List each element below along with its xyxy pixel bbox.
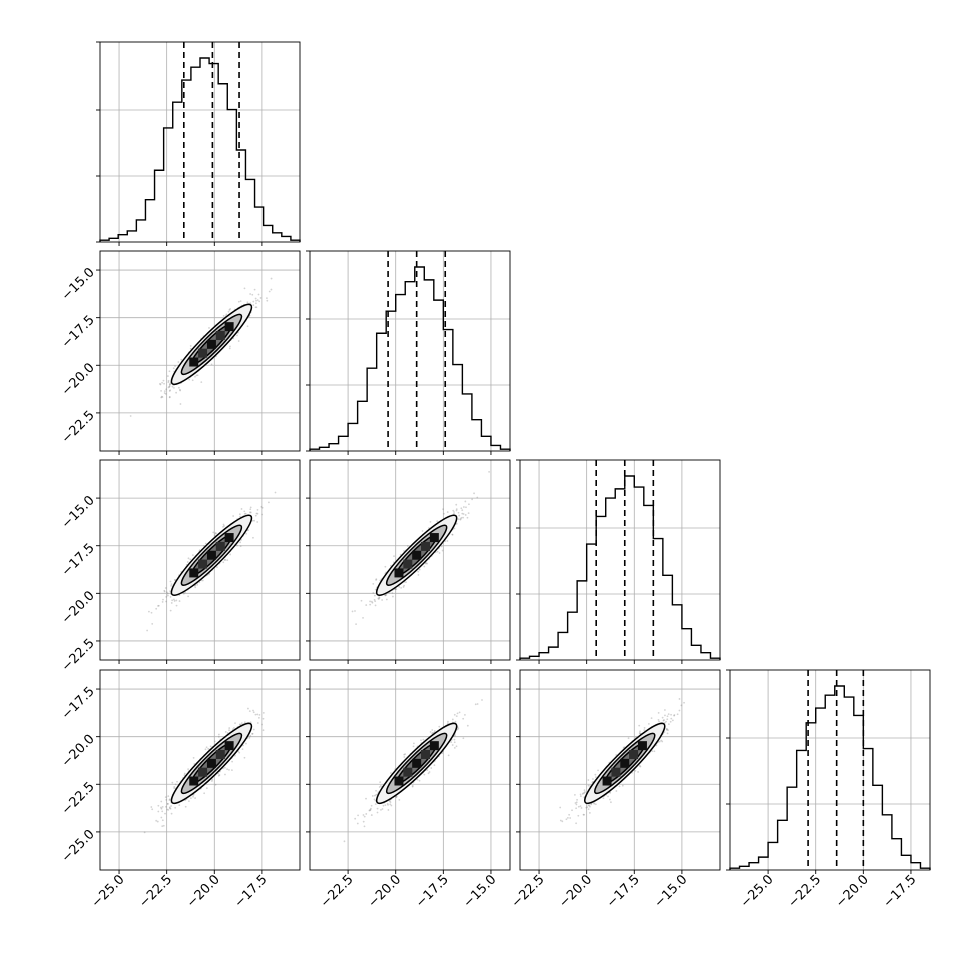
histogram-1 bbox=[99, 42, 301, 242]
x-tick-label: −17.5 bbox=[232, 872, 271, 911]
density-core-cell bbox=[215, 749, 225, 759]
hist-step bbox=[729, 685, 931, 870]
histogram-2 bbox=[309, 251, 511, 451]
y-tick-label: −20.0 bbox=[59, 732, 98, 771]
scatter-panel-3-2 bbox=[559, 698, 685, 825]
density-core-cell bbox=[198, 559, 208, 569]
histogram-3 bbox=[519, 460, 721, 660]
density-core-cell bbox=[412, 550, 422, 560]
density-core-cell bbox=[403, 767, 413, 777]
density-core-cell bbox=[421, 541, 431, 551]
density-core-cell bbox=[206, 550, 216, 560]
density-core-cell bbox=[421, 749, 431, 759]
hist-step bbox=[99, 57, 301, 242]
density-core-cell bbox=[189, 357, 199, 367]
y-tick-label: −22.5 bbox=[59, 636, 98, 675]
density-core-cell bbox=[403, 559, 413, 569]
y-tick-label: −15.0 bbox=[59, 265, 98, 304]
x-tick-label: −15.0 bbox=[461, 872, 500, 911]
grid-lines bbox=[100, 251, 300, 451]
density-core-cell bbox=[637, 741, 647, 751]
y-tick-label: −20.0 bbox=[59, 588, 98, 627]
grid-lines bbox=[520, 460, 720, 660]
density-core-cell bbox=[429, 741, 439, 751]
x-tick-label: −25.0 bbox=[738, 872, 777, 911]
density-core-cell bbox=[394, 568, 404, 578]
scatter-panel-2-1 bbox=[351, 470, 490, 626]
grid-lines bbox=[520, 670, 720, 870]
grid-lines bbox=[730, 670, 930, 870]
density-core-cell bbox=[198, 348, 208, 358]
density-core-cell bbox=[189, 568, 199, 578]
axes-frame bbox=[309, 250, 511, 452]
axes-frame bbox=[99, 459, 301, 661]
grid-lines bbox=[100, 42, 300, 242]
axes-frame bbox=[519, 459, 721, 661]
axes-frame bbox=[729, 669, 931, 871]
scatter-panel-3-1 bbox=[343, 699, 483, 843]
y-tick-label: −22.5 bbox=[59, 408, 98, 447]
y-tick-label: −20.0 bbox=[59, 360, 98, 399]
x-tick-label: −17.5 bbox=[881, 872, 920, 911]
density-core-cell bbox=[429, 533, 439, 543]
axes-frame bbox=[99, 250, 301, 452]
hist-step bbox=[309, 266, 511, 451]
density-core-cell bbox=[602, 776, 612, 786]
grid-lines bbox=[310, 460, 510, 660]
y-tick-label: −17.5 bbox=[59, 313, 98, 352]
density-core-cell bbox=[412, 758, 422, 768]
density-core-cell bbox=[198, 767, 208, 777]
x-tick-label: −22.5 bbox=[318, 872, 357, 911]
y-tick-label: −22.5 bbox=[59, 779, 98, 818]
density-core-cell bbox=[206, 339, 216, 349]
x-tick-label: −17.5 bbox=[604, 872, 643, 911]
y-tick-label: −17.5 bbox=[59, 541, 98, 580]
density-core-cell bbox=[629, 749, 639, 759]
x-tick-label: −25.0 bbox=[89, 872, 128, 911]
x-tick-label: −20.0 bbox=[556, 872, 595, 911]
histogram-4 bbox=[729, 670, 931, 870]
axes-frame bbox=[309, 459, 511, 661]
x-tick-label: −20.0 bbox=[833, 872, 872, 911]
x-tick-label: −22.5 bbox=[136, 872, 175, 911]
hist-step bbox=[519, 475, 721, 660]
density-core-cell bbox=[215, 541, 225, 551]
density-core-cell bbox=[206, 758, 216, 768]
density-core-cell bbox=[611, 767, 621, 777]
density-core-cell bbox=[394, 776, 404, 786]
axes-frame bbox=[519, 669, 721, 871]
y-tick-label: −25.0 bbox=[59, 827, 98, 866]
axes-frame bbox=[99, 669, 301, 871]
y-tick-label: −15.0 bbox=[59, 493, 98, 532]
density-core-cell bbox=[224, 322, 234, 332]
axes-frame bbox=[309, 669, 511, 871]
density-core-cell bbox=[224, 741, 234, 751]
x-tick-label: −22.5 bbox=[785, 872, 824, 911]
axes-frame bbox=[99, 41, 301, 243]
grid-lines bbox=[310, 670, 510, 870]
density-core-cell bbox=[620, 758, 630, 768]
density-core-cell bbox=[189, 776, 199, 786]
scatter-panel-1-0 bbox=[129, 277, 273, 417]
grid-lines bbox=[100, 460, 300, 660]
scatter-panel-2-0 bbox=[146, 491, 277, 632]
x-tick-label: −17.5 bbox=[413, 872, 452, 911]
density-core-cell bbox=[224, 533, 234, 543]
x-tick-label: −20.0 bbox=[365, 872, 404, 911]
y-tick-label: −17.5 bbox=[59, 684, 98, 723]
scatter-panel-3-0 bbox=[143, 707, 265, 834]
grid-lines bbox=[310, 251, 510, 451]
density-core-cell bbox=[215, 330, 225, 340]
x-tick-label: −22.5 bbox=[509, 872, 548, 911]
x-tick-label: −15.0 bbox=[652, 872, 691, 911]
x-tick-label: −20.0 bbox=[184, 872, 223, 911]
